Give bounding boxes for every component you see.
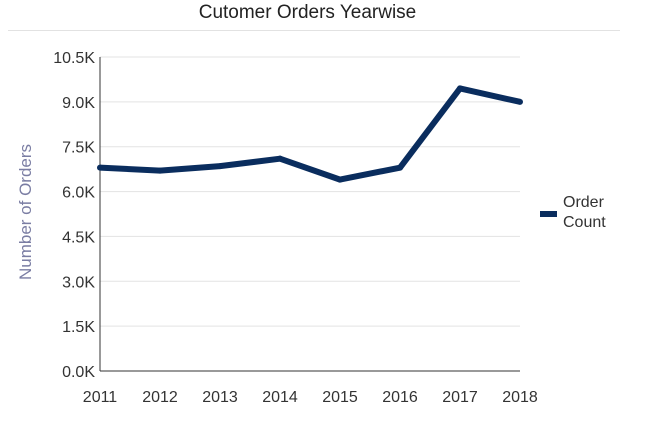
y-tick-label: 9.0K (62, 95, 95, 112)
data-point[interactable] (277, 155, 283, 162)
y-tick-label: 6.0K (62, 185, 95, 202)
y-tick-label: 10.5K (53, 50, 95, 67)
x-tick-label: 2014 (262, 389, 298, 406)
legend-label: Count (563, 214, 606, 231)
data-point[interactable] (457, 85, 463, 92)
y-tick-label: 0.0K (62, 364, 95, 381)
legend[interactable]: Order Count (540, 194, 606, 231)
data-point[interactable] (337, 176, 343, 183)
x-tick-label: 2018 (502, 389, 538, 406)
x-tick-label: 2017 (442, 389, 478, 406)
data-point[interactable] (97, 164, 103, 171)
data-point[interactable] (517, 98, 523, 105)
chart-title: Cutomer Orders Yearwise (198, 2, 417, 23)
y-axis-label: Number of Orders (16, 144, 35, 280)
y-tick-labels: 0.0K 1.5K 3.0K 4.5K 6.0K 7.5K 9.0K 10.5K (53, 50, 95, 381)
legend-label: Order (563, 194, 605, 211)
y-tick-label: 3.0K (62, 274, 95, 291)
x-tick-label: 2011 (83, 389, 118, 406)
data-point[interactable] (397, 164, 403, 171)
y-tick-label: 7.5K (62, 140, 95, 157)
legend-swatch (540, 211, 557, 217)
x-tick-label: 2015 (322, 389, 358, 406)
x-tick-label: 2012 (142, 389, 178, 406)
y-tick-label: 4.5K (62, 229, 95, 246)
data-point[interactable] (217, 163, 223, 170)
title-divider (8, 30, 620, 31)
x-tick-labels: 2011 2012 2013 2014 2015 2016 2017 2018 (83, 389, 538, 406)
x-tick-label: 2016 (382, 389, 418, 406)
series-line[interactable] (99, 85, 521, 183)
y-tick-label: 1.5K (62, 319, 95, 336)
series (97, 85, 523, 183)
x-tick-label: 2013 (202, 389, 238, 406)
gridlines (100, 56, 520, 327)
data-point[interactable] (157, 167, 163, 174)
